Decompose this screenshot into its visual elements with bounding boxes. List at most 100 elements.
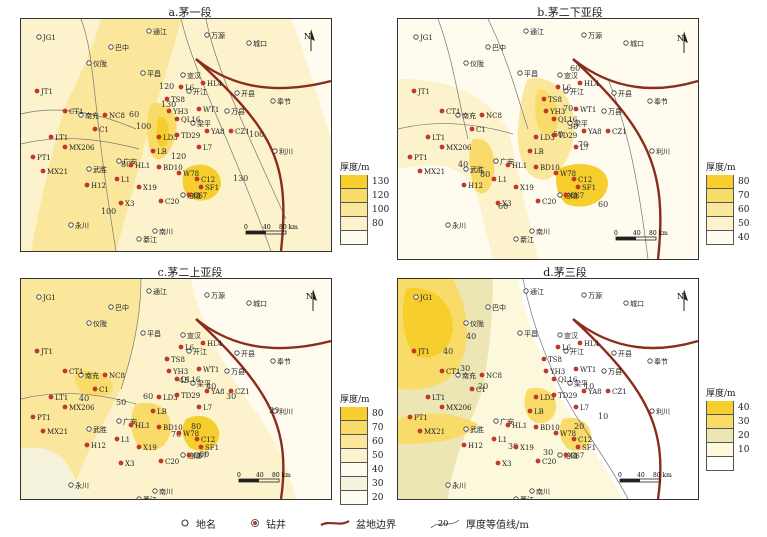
place-marker-icon bbox=[601, 368, 607, 374]
place-marker-icon bbox=[152, 488, 158, 494]
place-marker-icon bbox=[563, 88, 569, 94]
well-marker-icon bbox=[34, 88, 40, 94]
contour-label-a-1: 80 bbox=[121, 160, 131, 169]
well-label: CT1 bbox=[69, 108, 83, 116]
place-label: JG1 bbox=[419, 34, 433, 42]
place-label: 南充 bbox=[462, 111, 476, 120]
place-marker-icon bbox=[513, 236, 519, 242]
well-marker-icon bbox=[563, 452, 569, 458]
legend-b-label: 80 bbox=[738, 177, 750, 187]
place-marker-icon bbox=[136, 496, 142, 499]
legend-d-label: 40 bbox=[738, 403, 750, 413]
place-label: 巴中 bbox=[492, 303, 506, 312]
map-b-svg: 60 70 50 40 60 80 70 50 60 N 0 40 80 km … bbox=[398, 19, 698, 259]
well-marker-icon bbox=[40, 428, 46, 434]
place-marker-icon bbox=[78, 112, 84, 118]
well-marker-icon bbox=[425, 394, 431, 400]
map-panel-a: 60 80 100 120 130 130 100 120 100 N 0 40… bbox=[20, 18, 332, 252]
well-marker-icon bbox=[573, 404, 579, 410]
well-label: C1 bbox=[99, 126, 109, 134]
contour-label-a-4: 130 bbox=[161, 100, 176, 109]
well-label: WT1 bbox=[203, 106, 219, 114]
well-marker-icon bbox=[495, 200, 501, 206]
well-marker-icon bbox=[527, 408, 533, 414]
contour-label-c-0: 40 bbox=[79, 394, 89, 403]
legend-d: 厚度/m 40 30 20 10 bbox=[706, 386, 749, 471]
well-label: C20 bbox=[542, 458, 556, 466]
place-label: 广安 bbox=[123, 417, 137, 426]
place-label: 开江 bbox=[570, 88, 584, 96]
place-label: 广安 bbox=[500, 417, 514, 426]
well-marker-icon bbox=[114, 436, 120, 442]
well-label: MX206 bbox=[446, 144, 472, 152]
contour-label-b-8: 60 bbox=[598, 200, 608, 209]
svg-text:40: 40 bbox=[637, 472, 645, 479]
north-arrow-a: N bbox=[304, 29, 315, 51]
well-label: LT1 bbox=[432, 134, 445, 142]
place-marker-icon bbox=[445, 482, 451, 488]
legend-well: 钻井 bbox=[250, 516, 286, 531]
place-marker-icon bbox=[611, 90, 617, 96]
well-marker-icon bbox=[178, 344, 184, 350]
well-marker-icon bbox=[551, 376, 557, 382]
svg-text:80 km: 80 km bbox=[272, 472, 291, 479]
well-marker-icon bbox=[174, 116, 180, 122]
well-marker-icon bbox=[505, 162, 511, 168]
well-marker-icon bbox=[575, 444, 581, 450]
place-marker-icon bbox=[649, 148, 655, 154]
legend-c-label: 50 bbox=[372, 451, 384, 461]
svg-text:N: N bbox=[677, 292, 684, 301]
well-marker-icon bbox=[62, 368, 68, 374]
well-marker-icon bbox=[551, 116, 557, 122]
well-label: HL4 bbox=[207, 340, 223, 348]
place-marker-icon bbox=[529, 488, 535, 494]
well-label: C67 bbox=[570, 192, 584, 200]
contour-label-d-2: 20 bbox=[478, 382, 488, 391]
place-label: 宣汉 bbox=[564, 331, 578, 340]
place-label: 南充 bbox=[85, 111, 99, 120]
map-d-svg: 40 30 20 10 30 20 10 30 40 N 0 40 80 km … bbox=[398, 279, 698, 499]
well-label: C1 bbox=[476, 126, 486, 134]
place-marker-icon bbox=[413, 34, 419, 40]
place-label: 涪陵 bbox=[564, 451, 578, 460]
place-marker-icon bbox=[557, 72, 563, 78]
place-marker-icon bbox=[140, 330, 146, 336]
well-label: YH3 bbox=[549, 368, 565, 376]
well-label: C12 bbox=[201, 176, 215, 184]
place-label: 利川 bbox=[656, 147, 670, 156]
place-label: 平昌 bbox=[147, 330, 161, 338]
well-label: X19 bbox=[520, 444, 534, 452]
legend-c: 厚度/m 80 70 60 50 40 30 20 bbox=[340, 392, 383, 505]
map-panel-c: 40 50 60 45 40 30 20 80 70 60 N 0 40 80 … bbox=[20, 278, 332, 500]
place-marker-icon bbox=[485, 44, 491, 50]
contour-label-a-3: 120 bbox=[159, 82, 174, 91]
place-marker-icon bbox=[78, 372, 84, 378]
place-label: 涪陵 bbox=[187, 191, 201, 200]
well-marker-icon bbox=[533, 394, 539, 400]
well-label: W78 bbox=[183, 170, 199, 178]
place-marker-icon bbox=[246, 40, 252, 46]
well-marker-icon bbox=[228, 128, 234, 134]
well-marker-icon bbox=[513, 184, 519, 190]
place-marker-icon bbox=[190, 120, 196, 126]
place-symbol-icon bbox=[181, 519, 189, 527]
place-label: 梁平 bbox=[574, 119, 588, 128]
well-label: QL16 bbox=[181, 116, 201, 124]
place-marker-icon bbox=[649, 408, 655, 414]
well-label: L6 bbox=[185, 344, 195, 352]
well-label: L7 bbox=[203, 144, 212, 152]
svg-text:40: 40 bbox=[263, 224, 271, 231]
place-marker-icon bbox=[557, 332, 563, 338]
place-label: 仪陇 bbox=[470, 319, 484, 328]
well-marker-icon bbox=[128, 162, 134, 168]
well-label: C12 bbox=[578, 436, 592, 444]
legend-well-label: 钻井 bbox=[266, 519, 286, 531]
well-marker-icon bbox=[533, 134, 539, 140]
place-label: 平昌 bbox=[147, 70, 161, 78]
place-label: 綦江 bbox=[520, 495, 534, 499]
well-label: MX21 bbox=[424, 168, 445, 176]
contour-label-a-7: 120 bbox=[171, 152, 186, 161]
well-marker-icon bbox=[555, 84, 561, 90]
place-label: 平昌 bbox=[524, 70, 538, 78]
